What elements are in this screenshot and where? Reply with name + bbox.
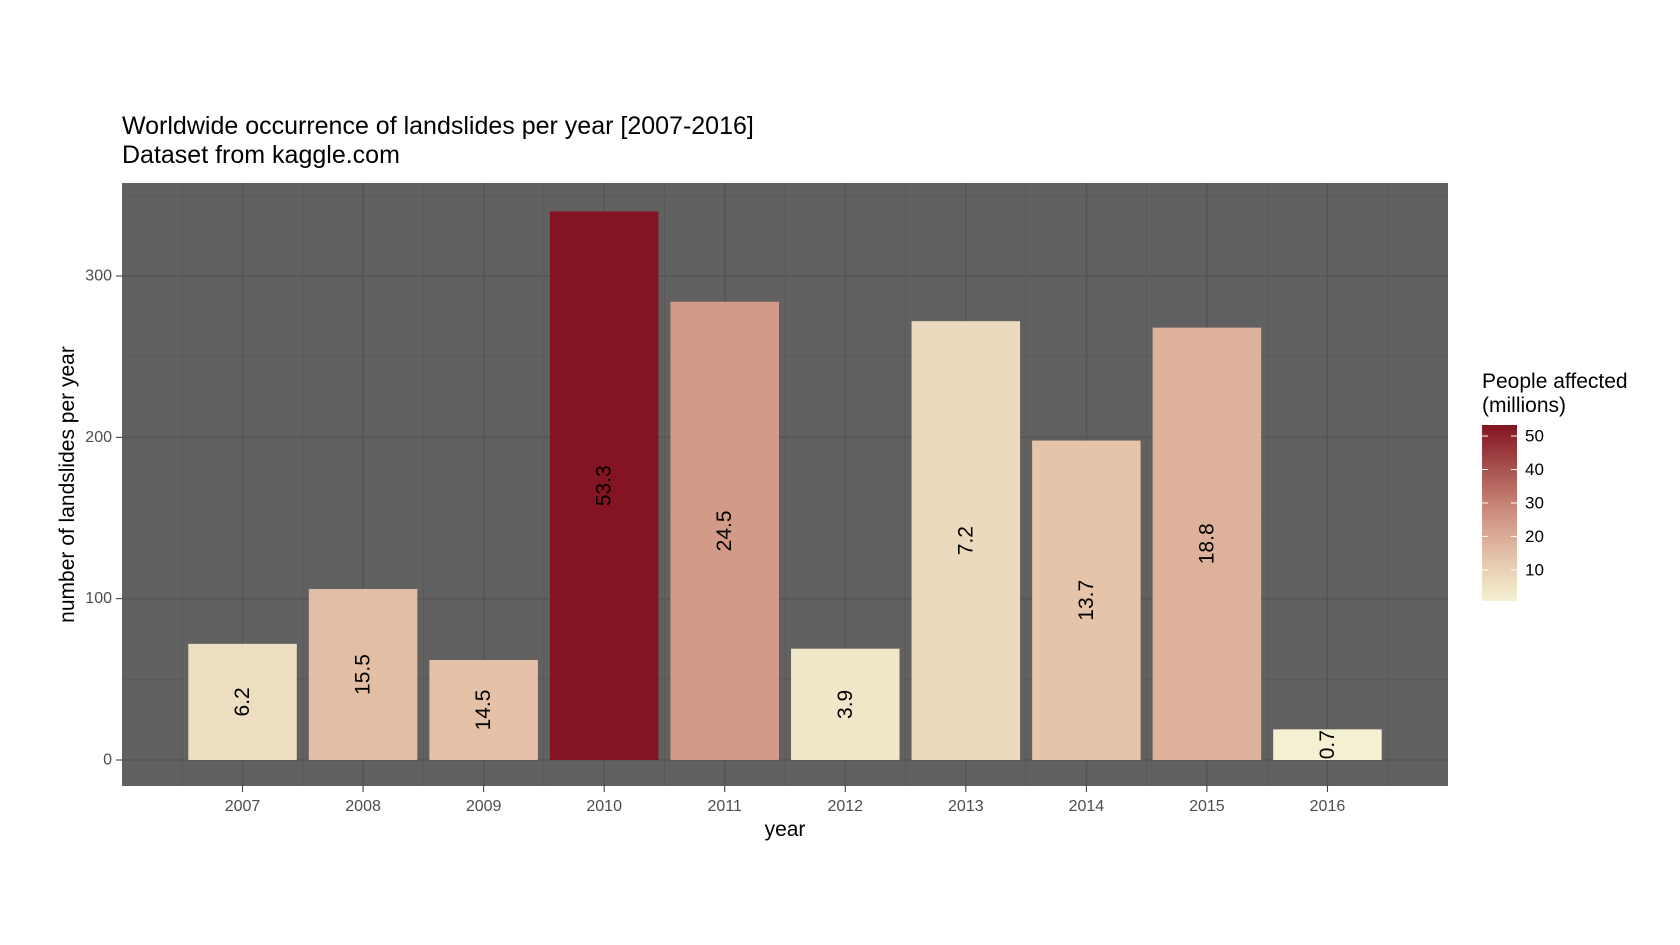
- legend-tick-label: 40: [1525, 460, 1544, 479]
- bar-label-2012: 3.9: [834, 690, 857, 719]
- legend-tick-label: 50: [1525, 427, 1544, 446]
- bar-2009: [429, 659, 538, 760]
- x-axis: 2007 2008 2009 2010 2011 2012 2013 2014 2015 2016: [225, 786, 1346, 815]
- bar-label-2007: 6.2: [231, 687, 254, 716]
- y-axis-title: number of landslides per year: [56, 346, 79, 623]
- legend-title-line-1: People affected: [1482, 370, 1628, 393]
- bar-2008: [308, 588, 418, 760]
- y-tick-label: 300: [85, 268, 112, 285]
- bar-2012: [791, 648, 900, 760]
- bar-label-2008: 15.5: [352, 654, 375, 695]
- x-tick-label: 2011: [708, 798, 743, 815]
- bar-label-2011: 24.5: [713, 510, 736, 551]
- bars: [188, 211, 1382, 760]
- y-axis: 0 100 200 300: [85, 268, 122, 769]
- y-tick-label: 100: [85, 590, 112, 607]
- legend-tick-label: 30: [1525, 493, 1544, 512]
- legend-ticks: 10 20 30 40 50: [1482, 427, 1544, 579]
- x-tick-label: 2010: [586, 798, 622, 815]
- bar-2007: [188, 643, 297, 760]
- bar-2011: [670, 301, 779, 760]
- bar-2015: [1152, 327, 1262, 760]
- bar-label-2013: 7.2: [954, 526, 977, 555]
- legend: People affected (millions) 10 20 30 40 50: [1482, 370, 1628, 601]
- bar-label-2010: 53.3: [593, 465, 616, 506]
- x-tick-label: 2012: [827, 798, 863, 815]
- y-tick-label: 200: [85, 429, 112, 446]
- bar-labels: 6.2 15.5 14.5 53.3 24.5 3.9 7.2 13.7 18.8 0.7: [231, 465, 1339, 759]
- bar-label-2014: 13.7: [1075, 580, 1098, 621]
- x-tick-label: 2009: [466, 798, 502, 815]
- chart-title: Worldwide occurrence of landslides per y…: [122, 112, 754, 140]
- bar-2014: [1032, 440, 1141, 760]
- y-tick-label: 0: [103, 752, 112, 769]
- x-tick-label: 2013: [948, 798, 984, 815]
- x-tick-label: 2008: [345, 798, 381, 815]
- bar-2013: [911, 321, 1021, 760]
- bar-label-2015: 18.8: [1195, 523, 1218, 564]
- legend-tick-label: 20: [1525, 527, 1544, 546]
- legend-colorbar: [1482, 425, 1517, 601]
- bar-label-2016: 0.7: [1316, 730, 1339, 759]
- bar-label-2009: 14.5: [472, 690, 495, 731]
- x-tick-label: 2007: [225, 798, 261, 815]
- x-axis-title: year: [765, 818, 806, 841]
- x-tick-label: 2014: [1069, 798, 1105, 815]
- x-tick-label: 2016: [1310, 798, 1346, 815]
- bar-2010: [549, 211, 659, 760]
- x-tick-label: 2015: [1189, 798, 1225, 815]
- chart-subtitle: Dataset from kaggle.com: [122, 141, 400, 169]
- bar-2016: [1273, 729, 1382, 760]
- legend-title-line-2: (millions): [1482, 394, 1566, 417]
- legend-tick-label: 10: [1525, 560, 1544, 579]
